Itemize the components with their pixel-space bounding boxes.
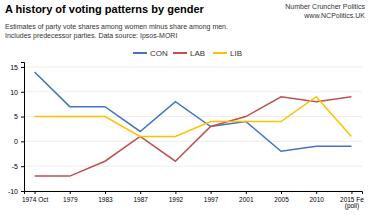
series-line — [35, 97, 352, 137]
y-tick-mark — [21, 92, 24, 93]
grid-line — [24, 91, 362, 92]
y-tick-mark — [21, 117, 24, 118]
y-axis: -10 -5 0 5 10 15 — [8, 63, 25, 195]
legend-item: CON — [133, 49, 168, 58]
lines — [35, 72, 352, 176]
x-tick-mark — [35, 191, 36, 194]
x-tick-label: 2005 — [274, 196, 289, 203]
y-tick-label: 10 — [10, 89, 18, 96]
x-tick: 2015 Fe(poll) — [340, 191, 364, 210]
legend-swatch — [213, 52, 227, 54]
x-tick: 1979 — [63, 191, 78, 203]
x-tick-mark — [211, 191, 212, 194]
x-tick-label-line: 1983 — [98, 196, 113, 203]
x-tick-mark — [175, 191, 176, 194]
x-tick-mark — [70, 191, 71, 194]
x-tick-mark — [140, 191, 141, 194]
y-tick-mark — [21, 141, 24, 142]
annotation: Number Cruncher Politics — [285, 3, 365, 10]
x-axis-line — [25, 192, 363, 195]
title: A history of voting patterns by gender — [5, 3, 205, 15]
x-tick-mark — [105, 191, 106, 194]
y-tick: 15 — [10, 64, 24, 71]
legend-swatch — [173, 52, 187, 54]
legend-swatch — [133, 52, 147, 54]
x-tick-label-line: 2005 — [274, 196, 289, 203]
x-tick-label-line: 1974 Oct — [22, 196, 49, 203]
x-tick-label-line: 2010 — [309, 196, 324, 203]
y-tick-mark — [21, 166, 24, 167]
x-tick-label: 1992 — [169, 196, 184, 203]
y-tick: -5 — [12, 163, 24, 170]
x-axis: 1974 Oct 1979 1983 1987 1992 1997 2001 2005 2010… — [22, 191, 364, 210]
legend-label: CON — [150, 49, 168, 58]
y-tick: 10 — [10, 89, 24, 96]
y-tick: -10 — [8, 188, 24, 195]
grid-line — [24, 66, 362, 67]
x-tick: 2010 — [309, 191, 324, 203]
x-tick: 2005 — [274, 191, 289, 203]
x-tick: 2001 — [239, 191, 254, 203]
grid-line — [24, 141, 362, 142]
subtitle: Includes predecessor parties. Data sourc… — [5, 32, 177, 40]
x-tick-label: 1974 Oct — [22, 196, 49, 203]
y-tick-label: 0 — [14, 138, 18, 145]
x-tick-label: 2001 — [239, 196, 254, 203]
x-tick: 1983 — [98, 191, 113, 203]
x-tick: 1997 — [204, 191, 219, 203]
x-tick-label: 1979 — [63, 196, 78, 203]
annotation: www.NCPolitics.UK — [303, 12, 365, 19]
series-line — [35, 97, 352, 176]
x-tick-label: 1983 — [98, 196, 113, 203]
x-tick-label: 1997 — [204, 196, 219, 203]
series-line — [35, 72, 352, 151]
legend-label: LAB — [190, 49, 205, 58]
legend-item: LAB — [173, 49, 205, 58]
x-tick-label-line: 1987 — [133, 196, 148, 203]
x-tick: 1987 — [133, 191, 148, 203]
x-tick-label-line: 1979 — [63, 196, 78, 203]
x-tick: 1992 — [169, 191, 184, 203]
y-tick: 5 — [14, 113, 24, 120]
x-tick: 1974 Oct — [22, 191, 49, 203]
y-tick-mark — [21, 67, 24, 68]
x-tick-label: 1987 — [133, 196, 148, 203]
x-tick-label-line: 1997 — [204, 196, 219, 203]
legend-item: LIB — [213, 49, 242, 58]
x-tick-mark — [316, 191, 317, 194]
x-tick-mark — [351, 191, 352, 194]
x-tick-mark — [246, 191, 247, 194]
x-tick-mark — [281, 191, 282, 194]
chart: A history of voting patterns by gender Es… — [0, 0, 370, 215]
y-tick-label: -10 — [8, 188, 18, 195]
y-tick: 0 — [14, 138, 24, 145]
x-tick-label: 2010 — [309, 196, 324, 203]
y-tick-label: 15 — [10, 64, 18, 71]
legend-label: LIB — [230, 49, 242, 58]
subtitle: Estimates of party vote shares among wom… — [5, 23, 228, 31]
x-tick-label: 2015 Fe(poll) — [340, 196, 364, 211]
x-tick-label-line: 1992 — [169, 196, 184, 203]
y-tick-mark — [21, 191, 24, 192]
plot: -10 -5 0 5 10 15 1974 Oct 1979 1983 1987 1992 1997 2… — [8, 63, 364, 211]
y-tick-label: 5 — [14, 113, 18, 120]
legend: CON LAB LIB — [133, 49, 242, 58]
y-tick-label: -5 — [12, 163, 18, 170]
y-axis-line — [21, 63, 25, 192]
x-tick-label-line: 2001 — [239, 196, 254, 203]
grid-line — [24, 166, 362, 167]
x-tick-label-line: (poll) — [345, 202, 359, 210]
grid — [24, 67, 362, 191]
